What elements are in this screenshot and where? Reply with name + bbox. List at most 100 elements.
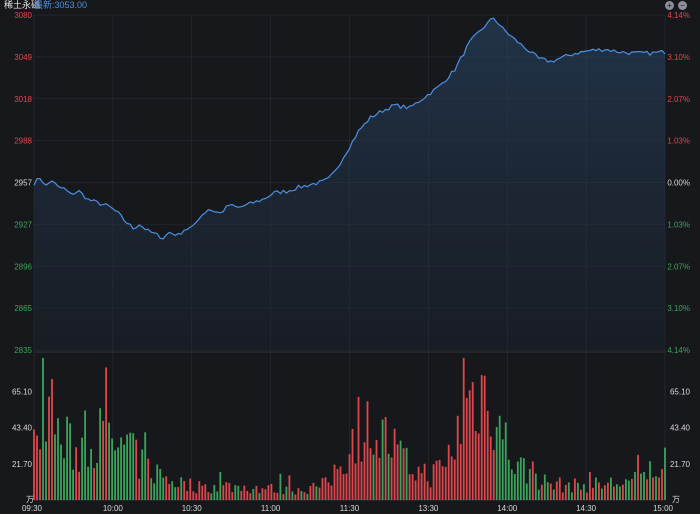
volume-bar [270, 483, 273, 500]
volume-bar [69, 423, 71, 500]
volume-bar [243, 485, 246, 500]
volume-bar [552, 489, 555, 500]
volume-bar [126, 434, 128, 500]
volume-bar [447, 444, 450, 500]
volume-bar [33, 429, 35, 500]
volume-bar [216, 491, 219, 500]
volume-bar [450, 456, 453, 500]
volume-bar [528, 469, 531, 500]
percent-tick-label: 2.07% [667, 262, 690, 271]
price-tick-label: 2957 [14, 179, 32, 188]
volume-bar [613, 486, 615, 500]
percent-tick-label: 0.00% [667, 179, 690, 188]
volume-tick-label: 21.70 [670, 460, 691, 469]
volume-bar [549, 483, 552, 500]
volume-bar [625, 479, 627, 500]
volume-bar [273, 492, 276, 500]
latest-label: 最新: [34, 0, 55, 10]
time-tick-label: 10:00 [103, 504, 124, 513]
volume-bar [276, 492, 279, 500]
volume-bar [441, 466, 444, 500]
volume-bar [285, 486, 288, 500]
volume-bar [54, 434, 56, 500]
volume-bar [84, 410, 86, 500]
volume-bar [201, 485, 204, 500]
volume-tick-label: 65.10 [12, 387, 33, 396]
volume-bar [267, 485, 270, 500]
volume-bar [87, 466, 89, 500]
volume-bar [583, 484, 585, 500]
volume-bar [411, 474, 414, 500]
volume-bar [501, 439, 504, 500]
volume-bar [595, 477, 597, 500]
volume-bar [655, 476, 657, 500]
volume-bar [228, 482, 231, 500]
volume-bar [543, 474, 546, 500]
plus-icon[interactable]: + [665, 1, 674, 10]
volume-bar [246, 490, 249, 500]
volume-bar [153, 483, 156, 500]
percent-axis-right: 4.14% 3.10% 2.07% 1.03% 0.00% 1.03% 2.07% 3.10%… [667, 11, 690, 355]
chart-header: 稀土永磁 最新:3053.00 + − [0, 0, 700, 12]
time-tick-label: 14:00 [497, 504, 518, 513]
volume-bar [354, 463, 357, 500]
volume-bar [390, 457, 393, 500]
volume-bar [117, 447, 119, 500]
volume-bar [45, 441, 47, 500]
volume-bar [574, 478, 576, 500]
volume-bar [198, 481, 201, 500]
volume-bar [634, 472, 636, 500]
volume-bar [132, 433, 135, 500]
volume-bar [120, 437, 122, 500]
volume-bar [165, 476, 168, 500]
volume-bar [234, 485, 237, 500]
volume-bar [586, 492, 588, 500]
volume-bar [141, 449, 144, 500]
volume-bar [628, 480, 630, 500]
volume-bar [405, 447, 408, 500]
percent-tick-label: 4.14% [667, 346, 690, 355]
volume-bar [589, 472, 591, 500]
volume-bar [622, 484, 624, 500]
volume-bar [456, 415, 459, 500]
latest-price: 最新:3053.00 [34, 0, 87, 11]
volume-bar [315, 486, 318, 500]
volume-bar [372, 454, 375, 500]
volume-bar [375, 439, 378, 500]
volume-bar [504, 422, 507, 500]
volume-bar [108, 422, 110, 500]
price-axis-left: 3080 3049 3018 2988 2957 2927 2896 2865 2835 [14, 11, 32, 355]
volume-bar [435, 460, 438, 500]
volume-bar [369, 448, 372, 500]
volume-tick-label: 65.10 [670, 387, 691, 396]
volume-bar [171, 481, 174, 500]
volume-bar [426, 481, 429, 500]
volume-bar [135, 439, 138, 500]
volume-axis: 65.10 65.10 43.40 43.40 21.70 21.70 万 万 [12, 387, 691, 504]
volume-bar [649, 461, 651, 500]
volume-bar [480, 375, 483, 500]
volume-bar [459, 444, 462, 500]
volume-bar [213, 484, 216, 500]
volume-bar [616, 484, 618, 500]
volume-bar [312, 482, 315, 500]
volume-bar [264, 489, 267, 500]
volume-bar [291, 491, 294, 500]
volume-bar [318, 487, 321, 500]
volume-bar [516, 461, 519, 500]
volume-bar [534, 473, 537, 500]
volume-bar [249, 493, 252, 500]
volume-bar [339, 466, 342, 500]
minus-icon[interactable]: − [678, 1, 687, 10]
time-tick-label: 15:00 [653, 504, 674, 513]
price-tick-label: 2896 [14, 262, 32, 271]
price-line [33, 17, 666, 240]
volume-bar [580, 489, 582, 500]
volume-bar [294, 494, 297, 500]
volume-bar [567, 482, 570, 500]
volume-bar [93, 468, 95, 500]
time-tick-label: 11:00 [261, 504, 281, 513]
volume-bar [330, 485, 333, 500]
volume-bars [33, 357, 666, 500]
